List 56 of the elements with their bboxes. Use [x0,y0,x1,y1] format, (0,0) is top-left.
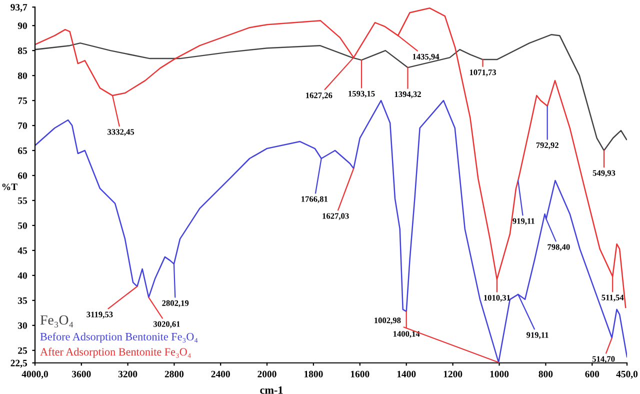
x-tick-label: 3600 [72,370,91,378]
annotation: 1002,98 [374,318,401,324]
x-tick-label: 800 [538,370,553,378]
y-tick-label: 70 [18,122,27,129]
y-tick-label: 50 [18,222,27,229]
annotation: 1766,81 [302,196,328,204]
annotation: 798,40 [548,244,570,252]
x-axis-title: cm-1 [260,386,283,394]
y-tick-label: 40 [18,272,27,279]
annotation: 919,11 [526,332,548,339]
y-tick-label: 80 [18,72,27,80]
annotation: 549,93 [592,170,616,178]
y-tick-label: 75 [18,98,28,104]
annotation: 3332,45 [108,129,134,136]
x-tick-label: 2400 [211,370,230,378]
y-tick-label: 60 [18,172,27,179]
y-tick-label: 25 [18,347,28,354]
y-axis-title: %T [2,184,18,190]
x-tick-label: 4000,0 [22,370,48,379]
x-tick-label: 1800 [304,370,323,378]
y-tick-label: 22,5 [10,360,28,368]
x-tick-label: 3200 [118,370,138,378]
annotation: 1010,31 [484,294,510,302]
annotation: 792,92 [536,142,558,150]
annotation: 2802,19 [162,300,189,308]
x-tick-label: 450,0 [616,370,638,379]
annotation: 1627,26 [306,92,332,100]
y-tick-label: 55 [18,197,28,204]
annotation: 3020,61 [154,321,180,328]
annotation: 514,70 [592,356,615,364]
x-tick-label: 600 [585,370,600,378]
text: Before Adsorption Bentonite Fe₃O₄ [40,332,198,343]
annotation: 1394,32 [394,91,421,98]
annotation: 511,54 [602,294,624,302]
annotation: 1593,15 [348,90,375,98]
annotation: 1071,73 [470,70,496,76]
annotation: 1400,14 [393,331,420,338]
annotation: 1435,94 [412,54,440,61]
text: After Adsorption Bentonite Fe₃O₄ [40,348,191,358]
y-tick-label: 35 [18,297,28,304]
annotation: 3119,53 [86,312,113,318]
x-tick-label: 1000 [490,370,509,378]
y-tick-label: 93,7 [10,4,28,12]
y-tick-label: 90 [18,22,27,30]
y-tick-label: 65 [18,147,28,154]
y-tick-label: 85 [18,47,28,54]
x-tick-label: 2000 [258,370,276,378]
x-tick-label: 1400 [397,370,416,378]
x-tick-label: 1600 [350,370,370,378]
y-tick-label: 45 [18,247,28,254]
y-tick-label: 30 [18,322,27,329]
x-tick-label: 2800 [164,370,184,378]
x-tick-label: 1200 [444,370,462,378]
annotation: 1627,03 [322,213,349,220]
text: Fe₃O₄ [40,315,74,328]
annotation: 919,11 [512,218,534,226]
